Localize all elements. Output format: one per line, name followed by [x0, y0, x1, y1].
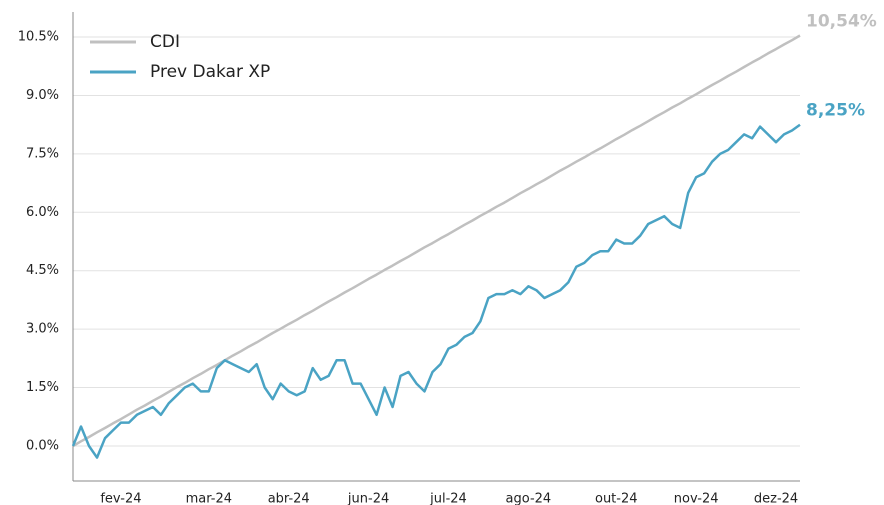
- legend-label: Prev Dakar XP: [150, 62, 270, 82]
- x-tick-label: ago-24: [506, 492, 552, 505]
- x-tick-label: mar-24: [186, 492, 232, 505]
- y-tick-label: 6.0%: [26, 205, 59, 220]
- x-tick-label: jun-24: [347, 492, 389, 505]
- legend-label: CDI: [150, 32, 180, 52]
- value-label: 10,54%: [806, 12, 877, 32]
- y-tick-label: 1.5%: [26, 380, 59, 395]
- x-tick-label: dez-24: [754, 492, 798, 505]
- y-tick-label: 7.5%: [26, 146, 59, 161]
- y-tick-label: 0.0%: [26, 438, 59, 453]
- x-tick-label: abr-24: [268, 492, 310, 505]
- x-tick-label: jul-24: [429, 492, 467, 505]
- x-tick-label: fev-24: [100, 492, 141, 505]
- series-line: [72, 34, 801, 448]
- x-tick-label: nov-24: [674, 492, 719, 505]
- value-label: 8,25%: [806, 101, 865, 121]
- y-tick-label: 4.5%: [26, 263, 59, 278]
- x-tick-label: out-24: [595, 492, 638, 505]
- series-line: [71, 123, 801, 459]
- y-tick-label: 9.0%: [26, 88, 59, 103]
- y-tick-label: 10.5%: [18, 30, 59, 45]
- y-tick-label: 3.0%: [26, 322, 59, 337]
